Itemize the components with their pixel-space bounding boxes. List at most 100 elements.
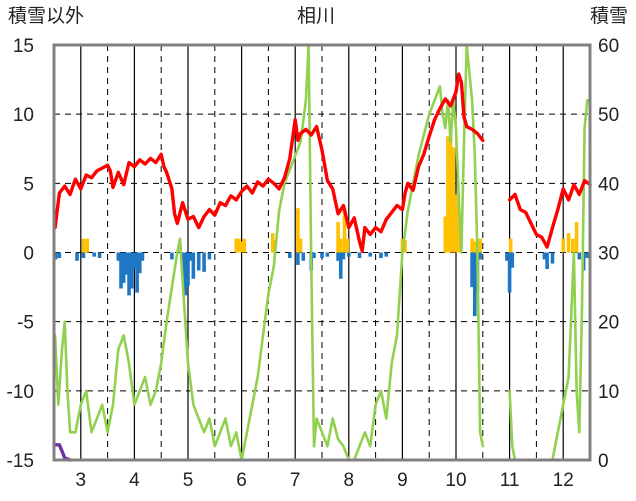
bar-negative (312, 252, 316, 259)
bar-negative (542, 252, 547, 260)
bar-negative (288, 252, 292, 259)
x-tick-label: 4 (129, 470, 140, 491)
bar-negative (119, 252, 123, 289)
bar-negative (116, 252, 121, 261)
bar-negative (379, 252, 383, 259)
left-tick-label: 15 (13, 36, 34, 57)
bar-negative (202, 252, 206, 272)
bar-negative (140, 252, 145, 261)
bar-negative (505, 252, 509, 261)
bar-negative (92, 252, 96, 257)
bar-negative (132, 252, 137, 270)
bar-negative (53, 252, 58, 260)
right-tick-label: 20 (598, 313, 619, 334)
bar-negative (325, 252, 330, 257)
gridlines (54, 45, 590, 460)
left-tick-label: -10 (7, 382, 34, 403)
x-tick-label: 10 (445, 470, 466, 491)
bar-positive (345, 238, 349, 253)
right-tick-label: 60 (598, 36, 619, 57)
bar-negative (478, 252, 482, 260)
right-tick-label: 50 (598, 105, 619, 126)
bar-positive (478, 238, 482, 253)
bar-negative (196, 252, 201, 271)
bar-positive (403, 240, 407, 253)
bar-positive (451, 147, 456, 253)
bar-positive (448, 125, 453, 253)
right-tick-label: 0 (598, 451, 609, 472)
x-tick-label: 3 (76, 470, 87, 491)
bar-negative (472, 252, 477, 317)
bar-negative (338, 252, 343, 279)
left-tick-label: 5 (23, 174, 34, 195)
bar-positive (270, 233, 275, 253)
bar-negative (577, 252, 582, 260)
left-tick-label: -5 (17, 313, 34, 334)
right-axis-label: 積雪 (590, 5, 628, 27)
bar-negative (127, 252, 131, 296)
bar-positive (446, 136, 450, 253)
bar-positive (508, 238, 513, 253)
bar-positive (443, 216, 448, 253)
series-line-green (53, 43, 592, 462)
x-tick-label: 12 (553, 470, 574, 491)
bar-positive (242, 238, 247, 253)
bar-positive (470, 238, 474, 253)
bar-negative (121, 252, 126, 283)
bar-positive (455, 194, 459, 253)
bar-negative (336, 252, 340, 261)
bar-negative (183, 252, 188, 296)
bar-negative (81, 252, 86, 259)
bar-negative (135, 252, 139, 293)
series-line-red (53, 72, 592, 253)
bar-negative (191, 252, 196, 279)
bar-positive (571, 238, 575, 253)
left-tick-label: 10 (13, 105, 34, 126)
bar-positive (472, 241, 477, 253)
bar-negative (57, 252, 62, 259)
bar-positive (574, 222, 579, 253)
left-tick-label: -15 (7, 451, 34, 472)
left-tick-label: 0 (23, 244, 34, 265)
bar-negative (510, 252, 515, 268)
x-tick-label: 7 (290, 470, 301, 491)
x-tick-label: 8 (344, 470, 355, 491)
bar-positive (85, 238, 90, 253)
bar-negative (129, 252, 134, 289)
bar-negative (97, 252, 102, 259)
plot-frame (52, 43, 592, 462)
bar-negative (347, 252, 351, 257)
series-lines (53, 43, 592, 462)
x-tick-label: 11 (500, 470, 520, 491)
x-tick-label: 6 (236, 470, 247, 491)
bar-positive (237, 238, 241, 253)
bar-negative (137, 252, 142, 274)
bar-positive (234, 238, 239, 253)
bar-negative (170, 252, 174, 260)
right-tick-label: 10 (598, 382, 619, 403)
bar-negative (550, 252, 555, 264)
chart-title: 相川 (297, 5, 335, 27)
bar-negative (341, 252, 346, 260)
right-tick-label: 30 (598, 244, 619, 265)
bar-negative (296, 252, 300, 265)
bar-negative (124, 252, 129, 275)
bar-negative (301, 252, 306, 261)
bar-negative (470, 252, 474, 288)
bar-positive (298, 238, 303, 253)
x-tick-label: 9 (397, 470, 408, 491)
right-tick-label: 40 (598, 174, 619, 195)
bar-negative (207, 252, 212, 260)
bar-positive (561, 238, 565, 253)
bar-positive (336, 222, 340, 253)
x-tick-label: 5 (183, 470, 194, 491)
bar-positive (239, 241, 244, 253)
bar-positive (338, 238, 343, 253)
bar-negative (384, 252, 389, 257)
left-axis-label: 積雪以外 (8, 5, 84, 27)
bar-negative (188, 252, 193, 261)
bar-negative (368, 252, 373, 257)
bar-negative (357, 252, 362, 259)
